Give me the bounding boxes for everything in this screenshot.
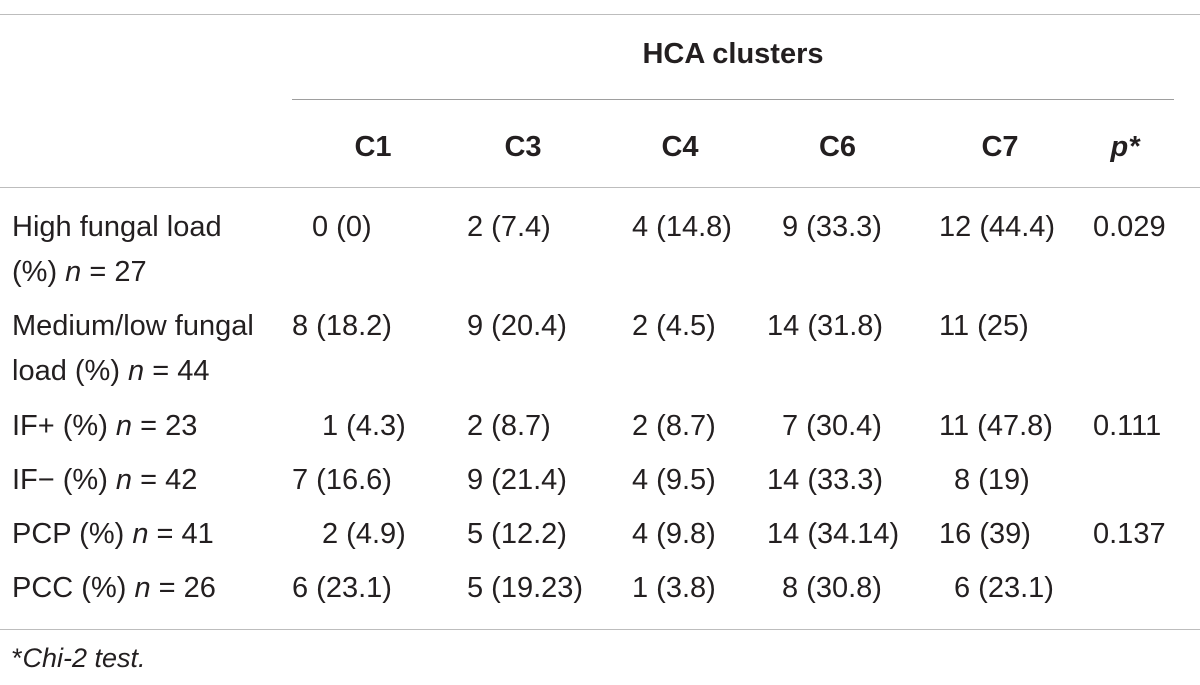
row-label-if-positive: IF+ (%) n = 23 bbox=[12, 404, 297, 449]
footnote-text: Chi-2 test. bbox=[22, 643, 146, 673]
table-cell: 14 (34.14) bbox=[767, 518, 900, 550]
table-cell: 4 (9.5) bbox=[632, 464, 716, 496]
table-cell: 1 (4.3) bbox=[322, 410, 406, 442]
table-cell: 2 (4.9) bbox=[322, 518, 406, 550]
spanner-header: HCA clusters bbox=[642, 38, 824, 70]
table-cell: 14 (33.3) bbox=[767, 464, 884, 496]
table-cell: 7 (16.6) bbox=[292, 464, 392, 496]
column-header-c1: C1 bbox=[354, 131, 392, 163]
column-header-c6: C6 bbox=[818, 131, 857, 163]
p-value-cell: 0.029 bbox=[1093, 211, 1166, 243]
table-cell: 4 (14.8) bbox=[632, 211, 732, 243]
table-cell: 9 (33.3) bbox=[782, 211, 882, 243]
row-label-line: IF+ (%) n = 23 bbox=[12, 410, 198, 442]
table-cell: 14 (31.8) bbox=[767, 310, 884, 342]
row-label-pcp: PCP (%) n = 41 bbox=[12, 512, 297, 557]
row-label-line: Medium/low fungal bbox=[12, 310, 254, 342]
p-value-cell: 0.137 bbox=[1093, 518, 1166, 550]
table-cell: 2 (7.4) bbox=[467, 211, 551, 243]
table-cell: 16 (39) bbox=[939, 518, 1031, 550]
table-cell: 5 (12.2) bbox=[467, 518, 567, 550]
row-label-if-negative: IF− (%) n = 42 bbox=[12, 458, 297, 503]
row-label-line: PCC (%) n = 26 bbox=[12, 572, 216, 604]
row-label-high-fungal-load: High fungal load (%) n = 27 bbox=[12, 205, 297, 295]
table-cell: 2 (4.5) bbox=[632, 310, 716, 342]
row-label-pcc: PCC (%) n = 26 bbox=[12, 566, 297, 611]
footnote-mark: * bbox=[12, 643, 23, 673]
row-label-line: IF− (%) n = 42 bbox=[12, 464, 198, 496]
row-label-line: load (%) n = 44 bbox=[12, 355, 210, 387]
column-header-p: p* bbox=[1110, 131, 1140, 163]
table-cell: 6 (23.1) bbox=[954, 572, 1054, 604]
table-cell: 12 (44.4) bbox=[939, 211, 1056, 243]
table-cell: 8 (18.2) bbox=[292, 310, 392, 342]
column-header-c3: C3 bbox=[504, 131, 542, 163]
table-bottom-rule bbox=[0, 629, 1200, 630]
table-cell: 5 (19.23) bbox=[467, 572, 584, 604]
table-cell: 6 (23.1) bbox=[292, 572, 392, 604]
table-cell: 1 (3.8) bbox=[632, 572, 716, 604]
column-header-c7: C7 bbox=[981, 131, 1019, 163]
row-label-line: High fungal load bbox=[12, 211, 222, 243]
table-top-rule bbox=[0, 14, 1200, 15]
table-cell: 2 (8.7) bbox=[467, 410, 551, 442]
table-cell: 7 (30.4) bbox=[782, 410, 882, 442]
p-value-cell: 0.111 bbox=[1093, 410, 1162, 442]
table-cell: 0 (0) bbox=[312, 211, 372, 243]
table-cell: 11 (47.8) bbox=[939, 410, 1053, 442]
table-cell: 2 (8.7) bbox=[632, 410, 716, 442]
spanner-rule bbox=[292, 99, 1174, 100]
table-cell: 8 (30.8) bbox=[782, 572, 882, 604]
table-footnote: *Chi-2 test. bbox=[12, 638, 146, 678]
table-cell: 9 (20.4) bbox=[467, 310, 567, 342]
row-label-line: PCP (%) n = 41 bbox=[12, 518, 214, 550]
table-cell: 11 (25) bbox=[939, 310, 1029, 342]
table-cell: 8 (19) bbox=[954, 464, 1030, 496]
row-label-line: (%) n = 27 bbox=[12, 256, 147, 288]
table-cell: 4 (9.8) bbox=[632, 518, 716, 550]
header-bottom-rule bbox=[0, 187, 1200, 188]
row-label-medium-low-fungal-load: Medium/low fungal load (%) n = 44 bbox=[12, 304, 297, 394]
column-header-c4: C4 bbox=[661, 131, 699, 163]
table-cell: 9 (21.4) bbox=[467, 464, 567, 496]
